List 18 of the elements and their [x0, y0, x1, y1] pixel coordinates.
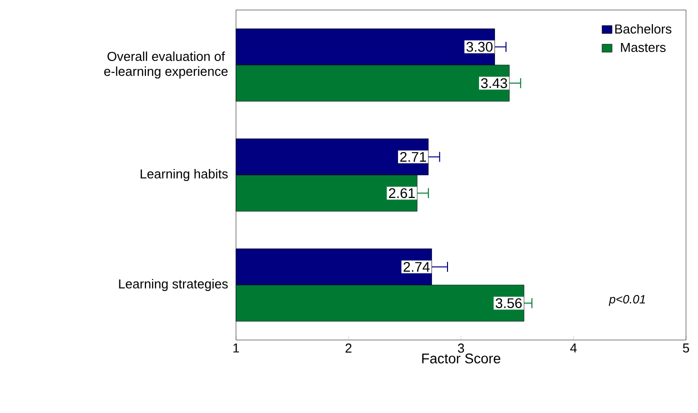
x-tick-label: 5: [682, 344, 690, 353]
data-label: 2.71: [400, 152, 426, 162]
annotation: p<0.01: [608, 294, 645, 306]
x-tick-label: 3: [458, 344, 464, 353]
x-tick-label: 1: [233, 344, 239, 352]
y-tick-label: Overall evaluation of e-learning experience: [104, 51, 228, 79]
data-label: 3.30: [466, 42, 493, 52]
x-axis-title: Factor Score: [422, 354, 500, 364]
data-label: 2.74: [404, 262, 430, 272]
x-tick-label: 4: [570, 344, 577, 352]
data-label: 3.56: [496, 298, 522, 308]
legend-label: Masters: [621, 42, 666, 52]
data-label: 3.43: [481, 78, 508, 88]
y-tick-label: Learning habits: [140, 168, 228, 182]
x-tick-label: 2: [346, 344, 352, 353]
legend-label: Bachelors: [615, 24, 672, 34]
data-label: 2.61: [388, 188, 415, 198]
y-tick-label: Learning strategies: [119, 278, 228, 292]
